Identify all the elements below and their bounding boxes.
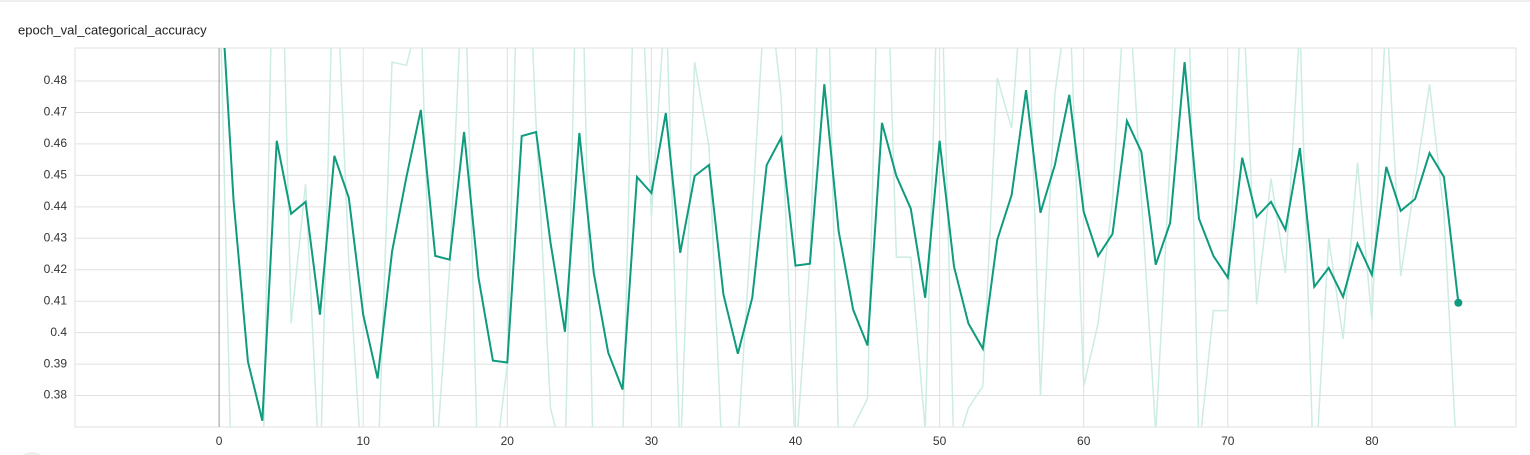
y-tick-label: 0.45 — [44, 168, 68, 182]
y-tick-label: 0.38 — [44, 388, 68, 402]
y-tick-label: 0.48 — [44, 73, 68, 87]
end-point — [1454, 298, 1463, 307]
x-tick-label: 0 — [216, 434, 223, 448]
x-tick-label: 40 — [789, 434, 803, 448]
y-tick-label: 0.46 — [44, 136, 68, 150]
grid — [75, 48, 1516, 427]
x-tick-label: 10 — [357, 434, 371, 448]
x-tick-label: 20 — [501, 434, 515, 448]
y-tick-label: 0.43 — [44, 230, 68, 244]
plot-area — [220, 48, 1460, 427]
x-tick-label: 80 — [1365, 434, 1379, 448]
x-tick-label: 60 — [1077, 434, 1091, 448]
y-tick-label: 0.41 — [44, 293, 68, 307]
y-tick-label: 0.4 — [50, 325, 67, 339]
y-tick-label: 0.44 — [44, 199, 68, 213]
chart-title: epoch_val_categorical_accuracy — [18, 22, 207, 37]
series-line — [223, 48, 1460, 421]
x-tick-label: 50 — [933, 434, 947, 448]
y-tick-label: 0.39 — [44, 356, 68, 370]
x-tick-label: 70 — [1221, 434, 1235, 448]
x-tick-label: 30 — [645, 434, 659, 448]
y-tick-label: 0.47 — [44, 105, 68, 119]
y-tick-label: 0.42 — [44, 262, 68, 276]
corner-button[interactable] — [16, 452, 48, 455]
